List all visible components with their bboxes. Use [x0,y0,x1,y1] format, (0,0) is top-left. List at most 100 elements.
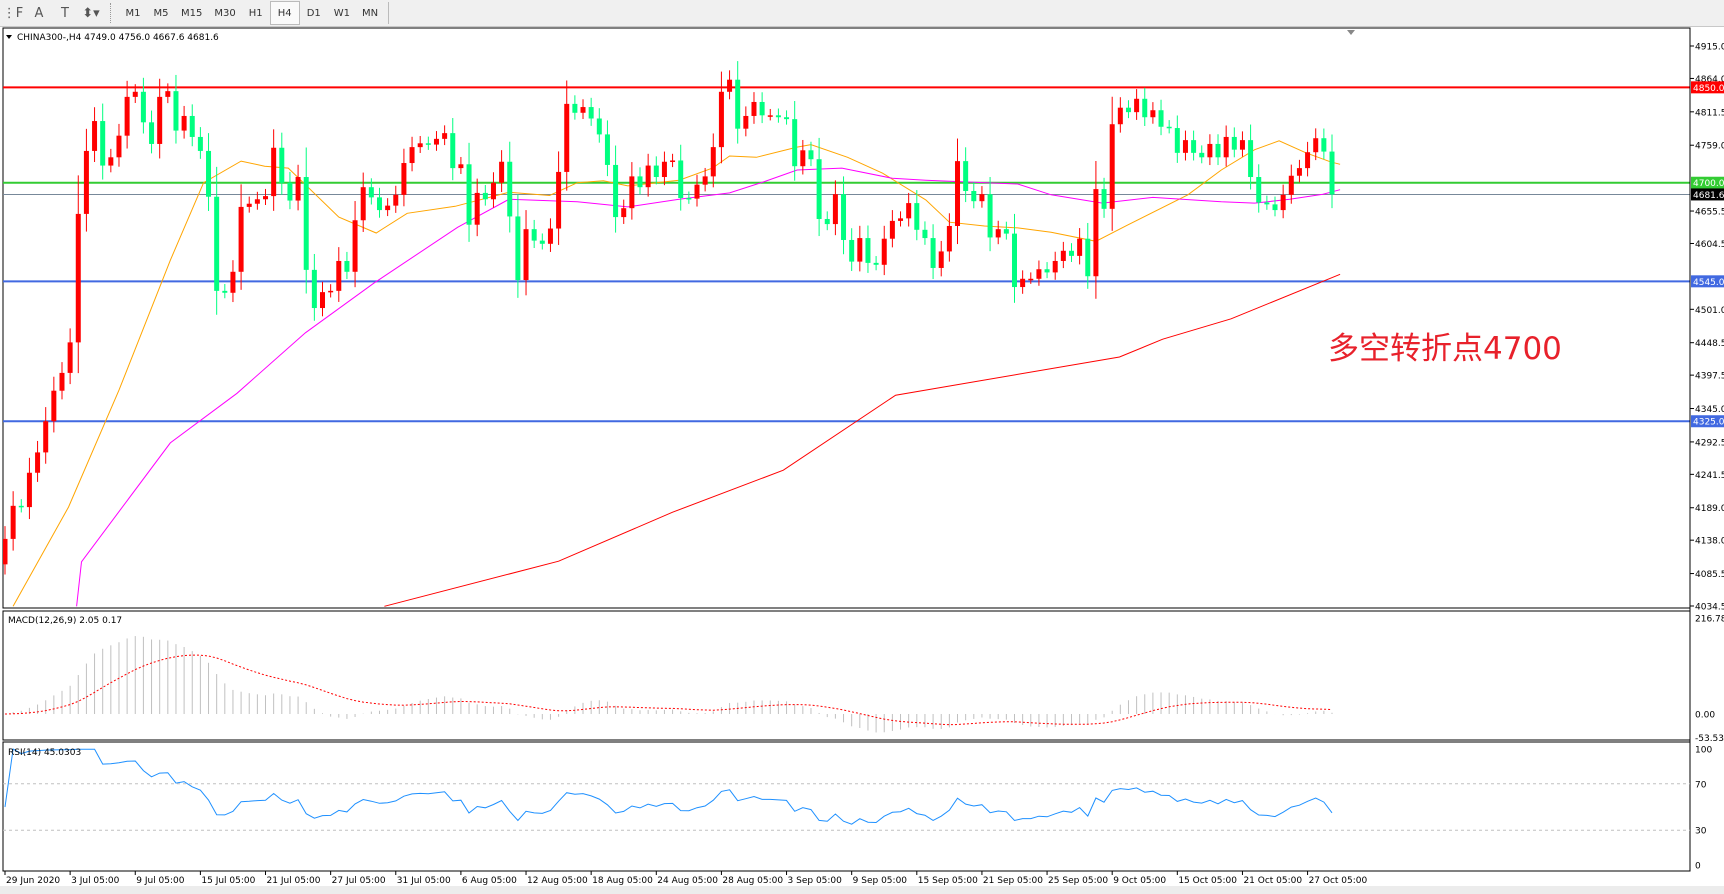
candle-body [124,96,130,136]
candle [629,162,635,220]
candle-body [1280,194,1286,211]
candle-body [1321,138,1327,152]
rsi-axis-label: 100 [1695,746,1712,756]
level-tag: 4850.0 [1693,84,1724,94]
candle-body [442,133,448,139]
candle [1052,251,1058,280]
candle-body [181,115,187,131]
candle-body [1174,128,1180,153]
time-label: 25 Sep 05:00 [1048,876,1108,886]
candle-body [971,191,977,202]
candle-body [1036,269,1042,279]
candle [173,74,179,144]
period-separator-icon[interactable]: ⋮F [2,5,24,21]
candle [271,129,277,211]
arrows-icon[interactable]: ⬍▾ [82,5,100,21]
candle-body [547,228,553,244]
candle [1166,120,1172,134]
candle-body [140,91,146,123]
candle [263,188,269,206]
candle-body [466,164,472,225]
candle-body [75,213,81,343]
candle [1329,134,1335,209]
candle-body [930,238,936,268]
candle [694,174,700,207]
candle-body [490,182,496,200]
candle-body [279,147,285,183]
candle-body [1239,140,1245,150]
candle-body [653,165,659,178]
candle [401,148,407,207]
candle-body [987,194,993,238]
candle-body [67,342,73,373]
candle [572,95,578,120]
price-tick-label: 4811.5 [1695,108,1724,118]
candle [458,156,464,174]
candle-body [499,161,505,183]
candle-body [775,115,781,118]
candle-body [1182,140,1188,153]
candle [1117,97,1123,133]
time-label: 3 Jul 05:00 [71,876,120,886]
candle-body [686,198,692,200]
text-icon[interactable]: A [34,5,44,21]
candle-body [645,165,651,188]
candle-body [189,115,195,137]
candle [165,83,171,104]
candle-body [1264,202,1270,205]
candle-body [1223,136,1229,158]
candle [1207,134,1213,166]
candle-body [157,96,163,144]
candle [857,225,863,272]
timeframe-w1[interactable]: W1 [333,7,350,19]
candle [621,199,627,224]
time-label: 18 Aug 05:00 [592,876,653,886]
candle-body [287,182,293,201]
candle-body [1248,140,1254,178]
candle-body [873,262,879,265]
rsi-axis-label: 30 [1695,827,1707,837]
timeframe-m1[interactable]: M1 [125,7,141,19]
timeframe-h1[interactable]: H1 [248,7,263,19]
candle-body [376,197,382,211]
candle-body [564,103,570,172]
candle [67,328,73,385]
candle-body [1207,143,1213,158]
candle [1248,124,1254,190]
candle [35,440,41,482]
candle-body [604,134,610,165]
text-label-icon[interactable]: T [61,5,69,21]
candle [759,92,765,124]
candle-body [1093,189,1099,277]
candle [955,138,961,245]
candle-body [1085,238,1091,277]
timeframe-m15[interactable]: M15 [181,7,203,19]
candle-body [718,91,724,148]
timeframe-mn[interactable]: MN [361,7,379,19]
candle [987,177,993,252]
candle-body [800,150,806,167]
candle [735,61,741,144]
candle-body [1215,143,1221,158]
candle-body [515,216,521,281]
candle [433,131,439,151]
timeframe-m5[interactable]: M5 [153,7,169,19]
main-pane [2,27,1691,609]
candle-body [588,107,594,119]
candle [971,182,977,209]
candle-body [865,238,871,263]
candle-body [1134,98,1140,113]
candle [246,196,252,213]
candle-body [1272,204,1278,211]
candle-body [792,119,798,167]
candle [409,136,415,172]
timeframe-m30[interactable]: M30 [214,7,236,19]
timeframe-d1[interactable]: D1 [306,7,321,19]
price-chart[interactable]: CHINA300-,H4 4749.0 4756.0 4667.6 4681.6… [0,27,1724,886]
price-tick-label: 4501.0 [1695,306,1724,316]
timeframe-h4[interactable]: H4 [269,1,300,25]
candle-body [816,159,822,219]
candle-body [938,251,944,268]
candle-body [743,115,749,129]
level-tag-bg [1691,415,1724,428]
